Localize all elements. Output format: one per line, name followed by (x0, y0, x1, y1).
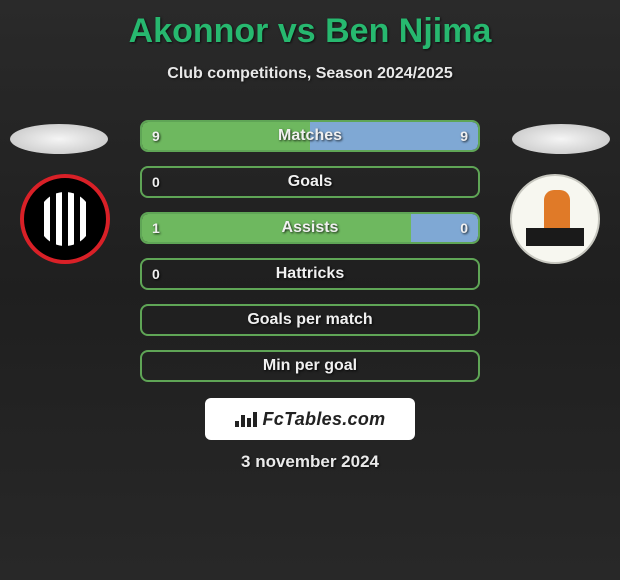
stat-row: Goals0 (140, 166, 480, 198)
stat-label: Assists (142, 214, 478, 242)
date-label: 3 november 2024 (0, 452, 620, 472)
stat-value-left: 1 (142, 214, 170, 242)
stat-value-right: 0 (450, 214, 478, 242)
stat-row: Goals per match (140, 304, 480, 336)
stat-label: Goals (142, 168, 478, 196)
subtitle: Club competitions, Season 2024/2025 (0, 65, 620, 83)
stat-label: Goals per match (142, 306, 478, 334)
stat-row: Matches9 9 (140, 120, 480, 152)
stat-value-left: 0 (142, 260, 170, 288)
ellipse-shadow-left (10, 124, 108, 154)
page-title: Akonnor vs Ben Njima (0, 0, 620, 51)
branding-badge: FcTables.com (205, 398, 415, 440)
club-logo-left (20, 174, 110, 264)
stat-label: Min per goal (142, 352, 478, 380)
stat-value-right: 9 (450, 122, 478, 150)
stat-value-left: 0 (142, 168, 170, 196)
stat-label: Matches (142, 122, 478, 150)
stat-label: Hattricks (142, 260, 478, 288)
branding-text: FcTables.com (263, 409, 386, 430)
club-logo-right (510, 174, 600, 264)
stat-row: Min per goal (140, 350, 480, 382)
stat-row: Hattricks0 (140, 258, 480, 290)
club-logo-left-graphic (20, 174, 110, 264)
branding-bars-icon (235, 412, 257, 427)
club-logo-right-graphic (510, 174, 600, 264)
stats-bars: Matches99Goals0Assists10Hattricks0Goals … (140, 120, 480, 396)
ellipse-shadow-right (512, 124, 610, 154)
stat-row: Assists1 0 (140, 212, 480, 244)
stat-value-left: 9 (142, 122, 170, 150)
